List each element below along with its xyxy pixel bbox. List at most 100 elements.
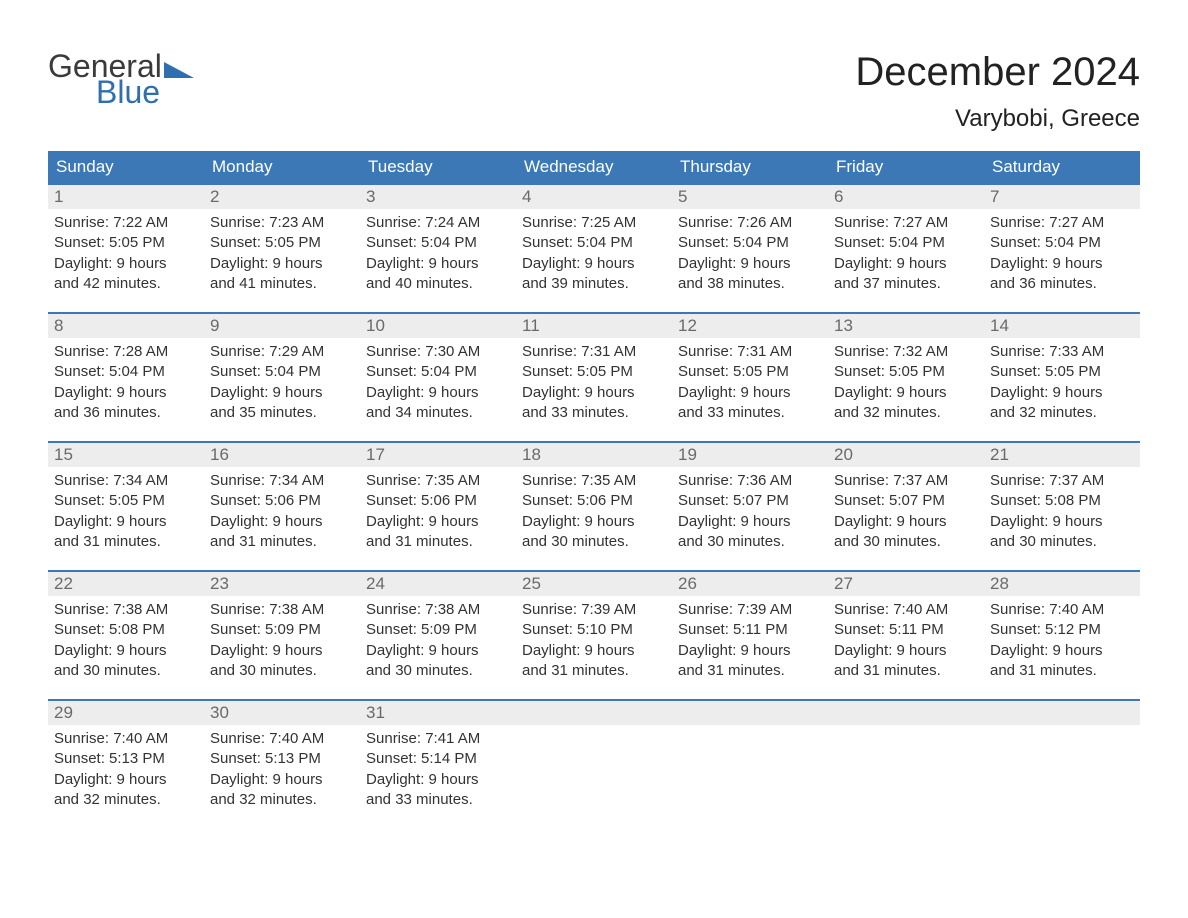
daylight-line-1: Daylight: 9 hours bbox=[834, 383, 978, 403]
day-number: 10 bbox=[360, 314, 516, 338]
day-body: Sunrise: 7:34 AMSunset: 5:05 PMDaylight:… bbox=[48, 467, 204, 552]
daylight-line-1: Daylight: 9 hours bbox=[210, 641, 354, 661]
day-cell: 17Sunrise: 7:35 AMSunset: 5:06 PMDayligh… bbox=[360, 443, 516, 552]
daylight-line-2: and 34 minutes. bbox=[366, 403, 510, 423]
day-number: 26 bbox=[672, 572, 828, 596]
sunset-line: Sunset: 5:10 PM bbox=[522, 620, 666, 640]
week-row: 22Sunrise: 7:38 AMSunset: 5:08 PMDayligh… bbox=[48, 570, 1140, 681]
sunset-line: Sunset: 5:04 PM bbox=[522, 233, 666, 253]
day-number: 9 bbox=[204, 314, 360, 338]
daylight-line-2: and 33 minutes. bbox=[678, 403, 822, 423]
weekday-header-cell: Wednesday bbox=[516, 151, 672, 183]
daylight-line-2: and 30 minutes. bbox=[54, 661, 198, 681]
daylight-line-2: and 31 minutes. bbox=[990, 661, 1134, 681]
day-body: Sunrise: 7:40 AMSunset: 5:13 PMDaylight:… bbox=[48, 725, 204, 810]
day-cell: 20Sunrise: 7:37 AMSunset: 5:07 PMDayligh… bbox=[828, 443, 984, 552]
daylight-line-2: and 30 minutes. bbox=[366, 661, 510, 681]
day-cell: 12Sunrise: 7:31 AMSunset: 5:05 PMDayligh… bbox=[672, 314, 828, 423]
daylight-line-1: Daylight: 9 hours bbox=[990, 641, 1134, 661]
weekday-header-row: SundayMondayTuesdayWednesdayThursdayFrid… bbox=[48, 151, 1140, 183]
daylight-line-1: Daylight: 9 hours bbox=[678, 383, 822, 403]
sunrise-line: Sunrise: 7:31 AM bbox=[678, 342, 822, 362]
day-cell: 8Sunrise: 7:28 AMSunset: 5:04 PMDaylight… bbox=[48, 314, 204, 423]
daylight-line-2: and 36 minutes. bbox=[990, 274, 1134, 294]
daylight-line-1: Daylight: 9 hours bbox=[54, 770, 198, 790]
day-body: Sunrise: 7:40 AMSunset: 5:11 PMDaylight:… bbox=[828, 596, 984, 681]
daylight-line-2: and 31 minutes. bbox=[834, 661, 978, 681]
sunset-line: Sunset: 5:08 PM bbox=[54, 620, 198, 640]
day-cell bbox=[984, 701, 1140, 810]
day-body: Sunrise: 7:39 AMSunset: 5:11 PMDaylight:… bbox=[672, 596, 828, 681]
day-body: Sunrise: 7:23 AMSunset: 5:05 PMDaylight:… bbox=[204, 209, 360, 294]
sunrise-line: Sunrise: 7:40 AM bbox=[210, 729, 354, 749]
daylight-line-1: Daylight: 9 hours bbox=[678, 254, 822, 274]
daylight-line-1: Daylight: 9 hours bbox=[834, 641, 978, 661]
sunset-line: Sunset: 5:04 PM bbox=[210, 362, 354, 382]
day-cell bbox=[672, 701, 828, 810]
day-number: 31 bbox=[360, 701, 516, 725]
day-body bbox=[984, 725, 1140, 729]
daylight-line-1: Daylight: 9 hours bbox=[522, 383, 666, 403]
daylight-line-1: Daylight: 9 hours bbox=[210, 383, 354, 403]
day-number: 25 bbox=[516, 572, 672, 596]
daylight-line-2: and 36 minutes. bbox=[54, 403, 198, 423]
sunrise-line: Sunrise: 7:37 AM bbox=[990, 471, 1134, 491]
sunrise-line: Sunrise: 7:24 AM bbox=[366, 213, 510, 233]
sunset-line: Sunset: 5:04 PM bbox=[366, 362, 510, 382]
day-body bbox=[672, 725, 828, 729]
sunrise-line: Sunrise: 7:36 AM bbox=[678, 471, 822, 491]
sunrise-line: Sunrise: 7:27 AM bbox=[834, 213, 978, 233]
daylight-line-2: and 31 minutes. bbox=[366, 532, 510, 552]
week-row: 15Sunrise: 7:34 AMSunset: 5:05 PMDayligh… bbox=[48, 441, 1140, 552]
day-cell: 16Sunrise: 7:34 AMSunset: 5:06 PMDayligh… bbox=[204, 443, 360, 552]
day-number bbox=[672, 701, 828, 725]
day-number: 1 bbox=[48, 185, 204, 209]
day-number: 6 bbox=[828, 185, 984, 209]
sunset-line: Sunset: 5:14 PM bbox=[366, 749, 510, 769]
day-body: Sunrise: 7:39 AMSunset: 5:10 PMDaylight:… bbox=[516, 596, 672, 681]
daylight-line-2: and 31 minutes. bbox=[54, 532, 198, 552]
daylight-line-1: Daylight: 9 hours bbox=[834, 512, 978, 532]
day-body: Sunrise: 7:29 AMSunset: 5:04 PMDaylight:… bbox=[204, 338, 360, 423]
day-cell: 18Sunrise: 7:35 AMSunset: 5:06 PMDayligh… bbox=[516, 443, 672, 552]
day-cell: 5Sunrise: 7:26 AMSunset: 5:04 PMDaylight… bbox=[672, 185, 828, 294]
day-cell: 27Sunrise: 7:40 AMSunset: 5:11 PMDayligh… bbox=[828, 572, 984, 681]
daylight-line-1: Daylight: 9 hours bbox=[834, 254, 978, 274]
day-cell: 2Sunrise: 7:23 AMSunset: 5:05 PMDaylight… bbox=[204, 185, 360, 294]
day-cell: 31Sunrise: 7:41 AMSunset: 5:14 PMDayligh… bbox=[360, 701, 516, 810]
sunset-line: Sunset: 5:06 PM bbox=[366, 491, 510, 511]
daylight-line-1: Daylight: 9 hours bbox=[54, 512, 198, 532]
day-number: 5 bbox=[672, 185, 828, 209]
day-cell: 11Sunrise: 7:31 AMSunset: 5:05 PMDayligh… bbox=[516, 314, 672, 423]
day-number: 13 bbox=[828, 314, 984, 338]
day-number: 11 bbox=[516, 314, 672, 338]
day-body: Sunrise: 7:40 AMSunset: 5:12 PMDaylight:… bbox=[984, 596, 1140, 681]
day-body: Sunrise: 7:27 AMSunset: 5:04 PMDaylight:… bbox=[828, 209, 984, 294]
daylight-line-1: Daylight: 9 hours bbox=[54, 641, 198, 661]
day-body bbox=[516, 725, 672, 729]
calendar: SundayMondayTuesdayWednesdayThursdayFrid… bbox=[48, 151, 1140, 810]
day-body: Sunrise: 7:24 AMSunset: 5:04 PMDaylight:… bbox=[360, 209, 516, 294]
day-cell: 25Sunrise: 7:39 AMSunset: 5:10 PMDayligh… bbox=[516, 572, 672, 681]
daylight-line-1: Daylight: 9 hours bbox=[54, 254, 198, 274]
day-cell bbox=[828, 701, 984, 810]
day-number bbox=[828, 701, 984, 725]
day-body: Sunrise: 7:38 AMSunset: 5:09 PMDaylight:… bbox=[360, 596, 516, 681]
sunrise-line: Sunrise: 7:35 AM bbox=[366, 471, 510, 491]
day-body: Sunrise: 7:27 AMSunset: 5:04 PMDaylight:… bbox=[984, 209, 1140, 294]
sunset-line: Sunset: 5:04 PM bbox=[54, 362, 198, 382]
sunrise-line: Sunrise: 7:34 AM bbox=[54, 471, 198, 491]
logo-text-blue: Blue bbox=[96, 76, 194, 108]
sunrise-line: Sunrise: 7:33 AM bbox=[990, 342, 1134, 362]
sunset-line: Sunset: 5:05 PM bbox=[210, 233, 354, 253]
daylight-line-2: and 30 minutes. bbox=[210, 661, 354, 681]
day-body: Sunrise: 7:35 AMSunset: 5:06 PMDaylight:… bbox=[516, 467, 672, 552]
day-number: 7 bbox=[984, 185, 1140, 209]
day-cell: 4Sunrise: 7:25 AMSunset: 5:04 PMDaylight… bbox=[516, 185, 672, 294]
sunrise-line: Sunrise: 7:37 AM bbox=[834, 471, 978, 491]
sunset-line: Sunset: 5:07 PM bbox=[834, 491, 978, 511]
day-number: 18 bbox=[516, 443, 672, 467]
daylight-line-1: Daylight: 9 hours bbox=[522, 512, 666, 532]
logo: General Blue bbox=[48, 50, 194, 108]
day-cell: 30Sunrise: 7:40 AMSunset: 5:13 PMDayligh… bbox=[204, 701, 360, 810]
